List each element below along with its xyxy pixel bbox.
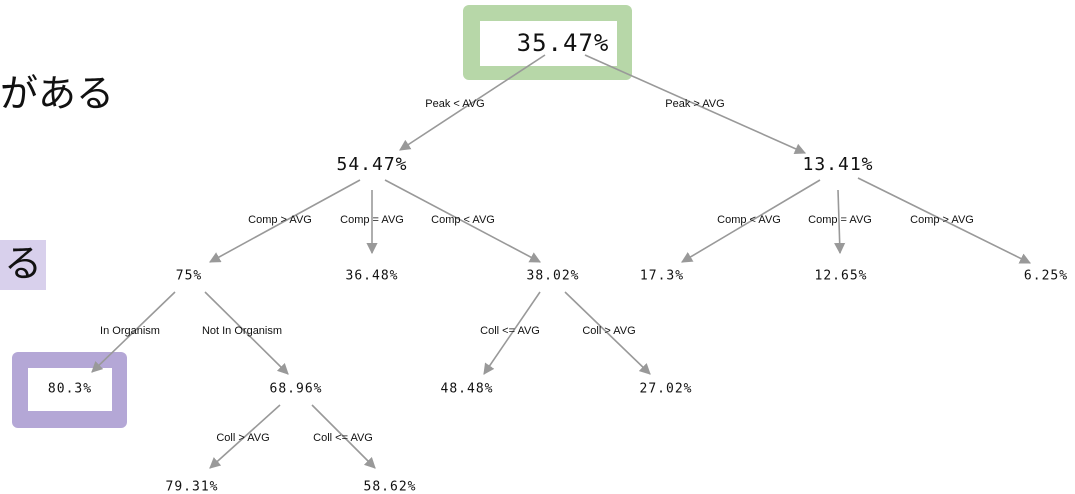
node: 80.3%: [48, 382, 92, 397]
node: 38.02%: [527, 269, 580, 284]
node: 58.62%: [364, 480, 417, 494]
node: 17.3%: [640, 269, 684, 284]
edge-label: Coll > AVG: [216, 432, 269, 444]
edge-label: In Organism: [100, 325, 160, 337]
box-inner: [28, 368, 112, 411]
edge-label: Coll > AVG: [582, 325, 635, 337]
edge-label: Coll <= AVG: [480, 325, 540, 337]
node: 75%: [176, 269, 202, 284]
edge-label: Comp > AVG: [910, 214, 974, 226]
node: 13.41%: [802, 154, 873, 175]
node: 68.96%: [270, 382, 323, 397]
node: 27.02%: [640, 382, 693, 397]
highlight: [0, 240, 46, 290]
edge-label: Coll <= AVG: [313, 432, 373, 444]
edge-label: Comp < AVG: [431, 214, 495, 226]
node: 48.48%: [441, 382, 494, 397]
edge-label: Not In Organism: [202, 325, 282, 337]
node: 54.47%: [336, 154, 407, 175]
edge-label: Comp > AVG: [248, 214, 312, 226]
node: 36.48%: [346, 269, 399, 284]
arrows: [91, 54, 1032, 469]
side-text: る: [4, 242, 42, 286]
node: 35.47%: [517, 29, 610, 57]
edge-label: Comp = AVG: [340, 214, 404, 226]
edge-label: Comp < AVG: [717, 214, 781, 226]
edge-label: Peak > AVG: [665, 98, 724, 110]
node: 6.25%: [1024, 269, 1068, 284]
edge-label: Peak < AVG: [425, 98, 484, 110]
side-text: がある: [0, 72, 114, 116]
edge-label: Comp = AVG: [808, 214, 872, 226]
node: 79.31%: [166, 480, 219, 494]
node: 12.65%: [815, 269, 868, 284]
